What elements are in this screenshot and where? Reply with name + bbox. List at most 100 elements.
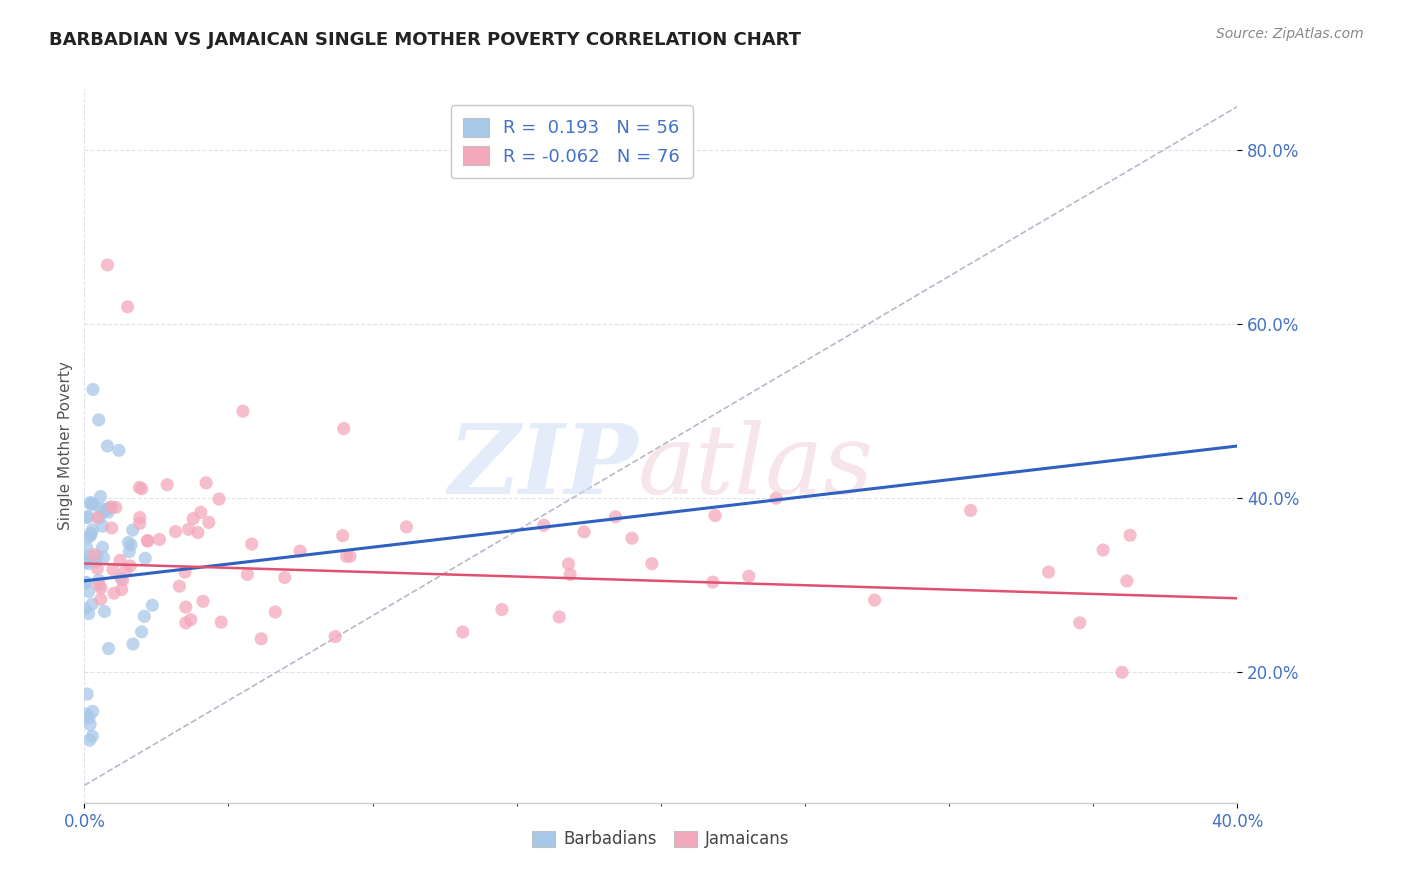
Point: [73, 575, 96, 590]
Point: [80, 498, 103, 512]
Point: [100, 521, 122, 535]
Point: [1069, 615, 1091, 630]
Point: [180, 613, 202, 627]
Point: [97, 641, 120, 656]
Point: [79, 717, 101, 731]
Point: [1111, 665, 1133, 680]
Point: [111, 582, 134, 597]
Point: [128, 516, 150, 531]
Text: ZIP: ZIP: [449, 420, 638, 515]
Point: [77, 584, 100, 599]
Point: [82, 597, 104, 611]
Point: [89, 501, 111, 516]
Point: [96, 439, 118, 453]
Point: [620, 531, 643, 545]
Point: [120, 558, 142, 573]
Point: [1115, 574, 1137, 588]
Point: [702, 575, 724, 590]
Point: [77, 549, 100, 564]
Point: [93, 605, 115, 619]
Point: [274, 570, 297, 584]
Point: [332, 529, 354, 543]
Point: [557, 557, 579, 571]
Point: [84, 555, 107, 569]
Point: [141, 599, 163, 613]
Point: [191, 594, 214, 608]
Point: [704, 508, 727, 523]
Point: [90, 592, 112, 607]
Point: [76, 541, 98, 555]
Point: [641, 557, 664, 571]
Point: [77, 607, 100, 621]
Point: [572, 524, 595, 539]
Point: [250, 632, 273, 646]
Point: [181, 511, 204, 525]
Point: [335, 549, 357, 564]
Point: [134, 609, 156, 624]
Point: [103, 586, 125, 600]
Point: [333, 421, 356, 435]
Point: [118, 544, 141, 558]
Point: [86, 549, 108, 563]
Text: BARBADIAN VS JAMAICAN SINGLE MOTHER POVERTY CORRELATION CHART: BARBADIAN VS JAMAICAN SINGLE MOTHER POVE…: [49, 31, 801, 49]
Point: [86, 561, 108, 575]
Point: [87, 574, 110, 588]
Point: [80, 526, 103, 541]
Point: [122, 637, 145, 651]
Point: [863, 593, 886, 607]
Point: [97, 505, 120, 519]
Point: [77, 557, 100, 571]
Point: [73, 556, 96, 570]
Point: [240, 537, 263, 551]
Point: [1038, 565, 1060, 579]
Point: [91, 519, 114, 533]
Point: [128, 510, 150, 524]
Point: [108, 443, 131, 458]
Point: [323, 630, 346, 644]
Point: [605, 509, 627, 524]
Point: [96, 502, 118, 516]
Point: [128, 480, 150, 494]
Point: [174, 600, 197, 615]
Point: [187, 525, 209, 540]
Point: [76, 509, 98, 524]
Point: [82, 497, 104, 511]
Point: [82, 705, 104, 719]
Point: [98, 500, 121, 515]
Point: [93, 550, 115, 565]
Point: [1119, 528, 1142, 542]
Point: [339, 549, 361, 564]
Point: [209, 615, 232, 629]
Point: [79, 528, 101, 542]
Point: [89, 490, 111, 504]
Point: [76, 510, 98, 524]
Point: [156, 477, 179, 491]
Point: [959, 503, 981, 517]
Point: [131, 482, 153, 496]
Point: [82, 523, 104, 537]
Y-axis label: Single Mother Poverty: Single Mother Poverty: [58, 361, 73, 531]
Point: [120, 538, 142, 552]
Point: [82, 729, 104, 743]
Point: [77, 530, 100, 544]
Point: [111, 573, 134, 587]
Point: [165, 524, 187, 539]
Point: [101, 563, 124, 577]
Point: [86, 510, 108, 524]
Point: [198, 516, 221, 530]
Point: [134, 551, 156, 566]
Point: [75, 707, 97, 722]
Point: [451, 625, 474, 640]
Point: [136, 533, 159, 548]
Legend: Barbadians, Jamaicans: Barbadians, Jamaicans: [526, 824, 796, 855]
Point: [89, 510, 111, 524]
Point: [236, 567, 259, 582]
Point: [83, 548, 105, 562]
Text: Source: ZipAtlas.com: Source: ZipAtlas.com: [1216, 27, 1364, 41]
Text: atlas: atlas: [638, 420, 875, 515]
Point: [136, 533, 159, 548]
Point: [82, 383, 104, 397]
Point: [174, 615, 197, 630]
Point: [169, 579, 191, 593]
Point: [108, 553, 131, 567]
